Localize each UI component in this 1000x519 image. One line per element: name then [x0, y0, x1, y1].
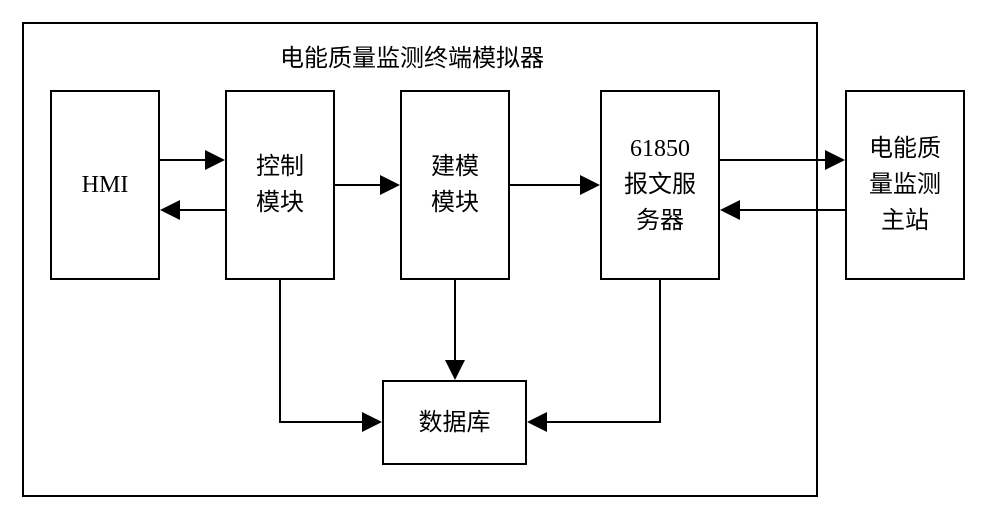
diagram-title: 电能质量监测终端模拟器 — [280, 38, 544, 73]
node-database-label: 数据库 — [419, 405, 491, 441]
node-server-label: 61850 报文服 务器 — [624, 131, 696, 239]
node-hmi-label: HMI — [82, 167, 129, 203]
node-master: 电能质 量监测 主站 — [845, 90, 965, 280]
node-server: 61850 报文服 务器 — [600, 90, 720, 280]
node-master-label: 电能质 量监测 主站 — [869, 131, 941, 239]
diagram-root: 电能质量监测终端模拟器 HMI 控制 模块 建模 模块 61850 报文服 务器… — [0, 0, 1000, 519]
node-modeling-label: 建模 模块 — [431, 149, 479, 221]
node-modeling: 建模 模块 — [400, 90, 510, 280]
node-control: 控制 模块 — [225, 90, 335, 280]
node-database: 数据库 — [382, 380, 527, 465]
node-control-label: 控制 模块 — [256, 149, 304, 221]
node-hmi: HMI — [50, 90, 160, 280]
